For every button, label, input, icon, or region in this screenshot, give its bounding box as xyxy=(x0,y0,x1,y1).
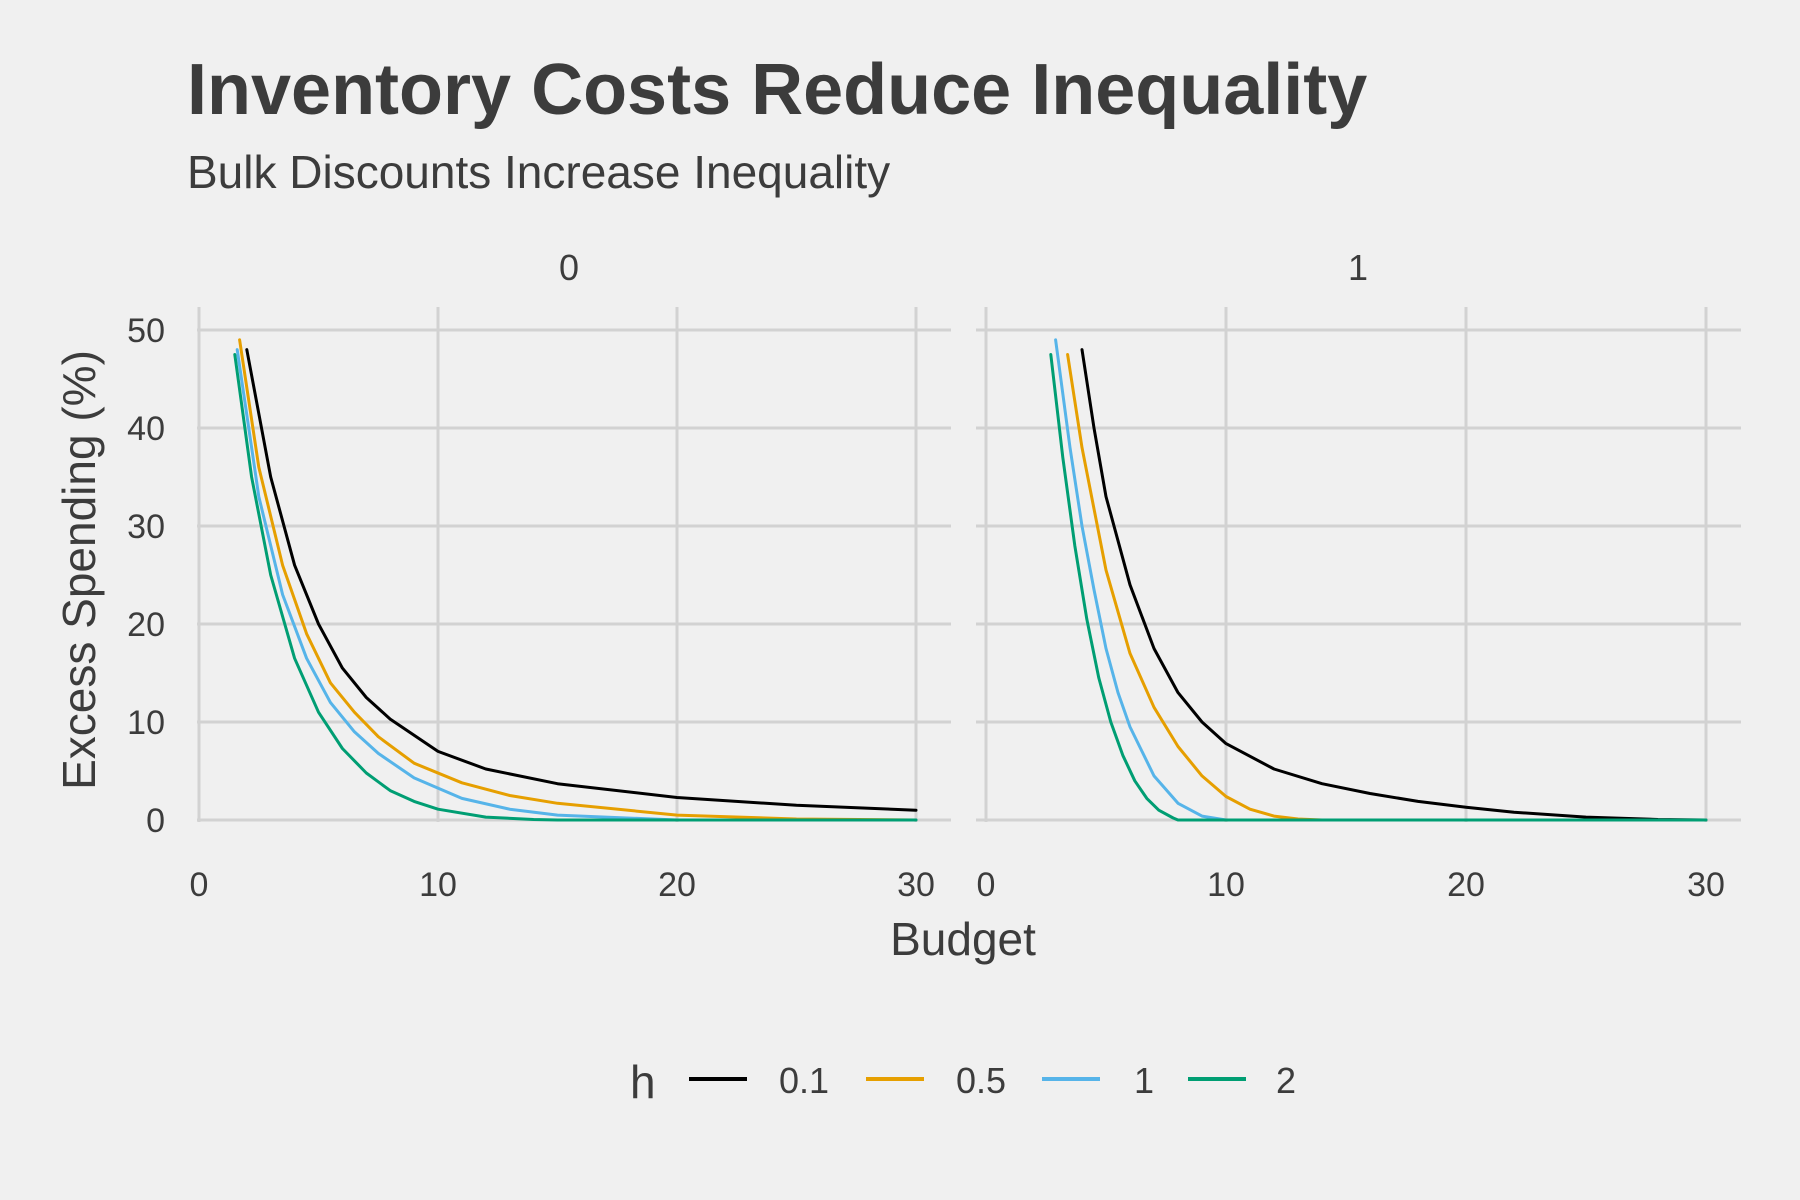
series-line-h-0_5 xyxy=(1066,353,1708,822)
chart-title: Inventory Costs Reduce Inequality xyxy=(187,50,1367,130)
legend-title: h xyxy=(630,1056,656,1108)
legend-label: 1 xyxy=(1134,1060,1154,1101)
x-axis-title: Budget xyxy=(890,913,1036,965)
x-tick-label: 20 xyxy=(658,866,696,904)
series-line-h-0_1 xyxy=(245,348,918,812)
strip-label-0: 0 xyxy=(559,247,579,288)
x-tick-label: 0 xyxy=(977,866,996,904)
y-tick-label: 50 xyxy=(127,312,165,350)
x-tick-label: 30 xyxy=(897,866,935,904)
x-tick-label: 10 xyxy=(1207,866,1245,904)
x-tick-label: 20 xyxy=(1447,866,1485,904)
series-line-h-2 xyxy=(1049,353,1708,822)
legend-item-0_5: 0.5 xyxy=(866,1060,1006,1101)
legend-label: 0.1 xyxy=(779,1060,829,1101)
legend: h 0.1 0.5 1 2 xyxy=(630,1056,1296,1108)
chart-subtitle: Bulk Discounts Increase Inequality xyxy=(187,146,890,198)
y-tick-label: 40 xyxy=(127,410,165,448)
series-line-h-2 xyxy=(233,353,918,822)
x-tick-label: 30 xyxy=(1687,866,1725,904)
legend-label: 2 xyxy=(1276,1060,1296,1101)
legend-item-2: 2 xyxy=(1188,1060,1296,1101)
legend-label: 0.5 xyxy=(956,1060,1006,1101)
y-tick-label: 10 xyxy=(127,704,165,742)
facet-panel-0: 0 0 10 20 30 xyxy=(190,247,951,904)
facet-panel-1: 1 0 10 20 30 xyxy=(976,247,1741,904)
y-tick-label: 0 xyxy=(146,802,165,840)
y-axis-ticks: 0 10 20 30 40 50 xyxy=(127,312,165,840)
x-tick-label: 0 xyxy=(190,866,209,904)
series-line-h-1 xyxy=(235,348,918,822)
y-axis-title: Excess Spending (%) xyxy=(53,350,105,790)
series-line-h-0_5 xyxy=(238,338,918,822)
legend-item-0_1: 0.1 xyxy=(689,1060,829,1101)
y-tick-label: 30 xyxy=(127,508,165,546)
series-line-h-1 xyxy=(1054,338,1708,822)
legend-item-1: 1 xyxy=(1042,1060,1154,1101)
y-tick-label: 20 xyxy=(127,606,165,644)
series-line-h-0_1 xyxy=(1080,348,1708,822)
strip-label-1: 1 xyxy=(1348,247,1368,288)
x-tick-label: 10 xyxy=(419,866,457,904)
